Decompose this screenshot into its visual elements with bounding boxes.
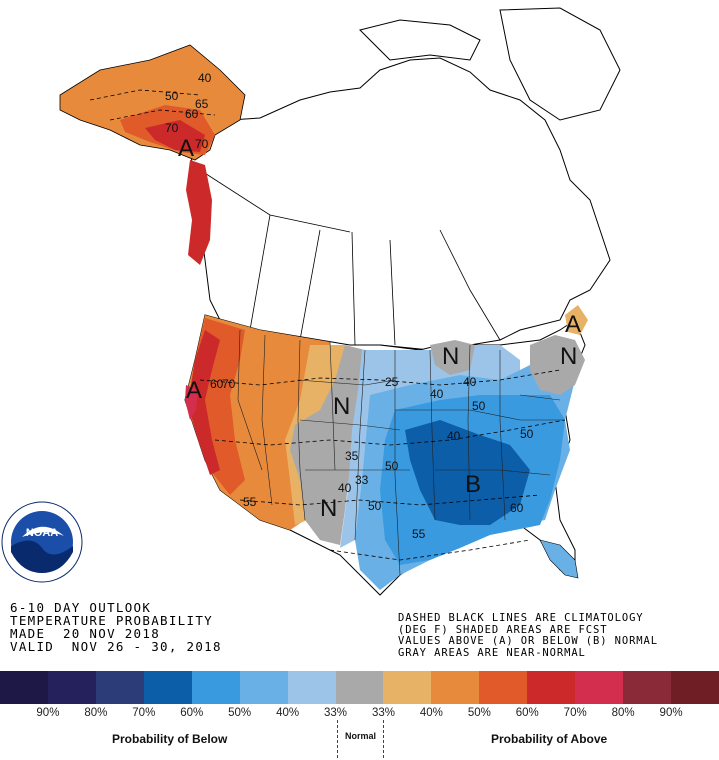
- title-line: MADE 20 NOV 2018: [10, 626, 161, 641]
- outlook-map: 40 50 65 60 70 70 60 70 55 25 40 50 40 3…: [1, 7, 621, 596]
- normal-label: N: [333, 393, 350, 420]
- legend-swatch: [671, 671, 719, 704]
- legend-swatch: [143, 671, 193, 704]
- legend-percent-label: 80%: [84, 707, 108, 719]
- contour-label: 33: [355, 473, 369, 487]
- legend-swatch: [47, 671, 97, 704]
- legend-percent-label: 90%: [36, 707, 60, 719]
- legend-percent-label: 50%: [467, 707, 491, 719]
- legend-swatch: [287, 671, 337, 704]
- legend-percent-label: 60%: [180, 707, 204, 719]
- climatology-contours: [89, 89, 566, 561]
- legend-swatch: [575, 671, 625, 704]
- legend-notes: DASHED BLACK LINES ARE CLIMATOLOGY (DEG …: [398, 612, 658, 659]
- legend-percent-label: 33%: [371, 707, 395, 719]
- title-line: 6-10 DAY OUTLOOK: [10, 600, 152, 615]
- noaa-logo: NOAA: [1, 501, 83, 583]
- west-above-80: [185, 385, 198, 420]
- contour-label: 40: [447, 429, 461, 443]
- above-caption: Probability of Above: [491, 732, 608, 746]
- contour-label: 70: [222, 377, 236, 391]
- contour-label: 55: [243, 495, 257, 509]
- conus-base: [184, 305, 588, 596]
- normal-divider-right: [383, 720, 384, 758]
- above-label: A: [186, 377, 202, 404]
- contour-label: 40: [198, 71, 212, 85]
- state-borders: [237, 329, 565, 576]
- note-line: DASHED BLACK LINES ARE CLIMATOLOGY: [398, 612, 644, 624]
- normal-label: N: [560, 343, 577, 370]
- legend-percent-label: 40%: [276, 707, 300, 719]
- legend-swatch: [527, 671, 577, 704]
- contour-label: 50: [520, 427, 534, 441]
- central-near-normal: [290, 345, 365, 545]
- probability-legend: 90% 80% 70% 60% 50% 40% 33% 33% 40% 50% 60% 70% 80% 9…: [0, 671, 719, 731]
- region-labels: A A A N N N N B: [178, 135, 581, 522]
- legend-swatch: [623, 671, 673, 704]
- northeast-near-normal: [530, 335, 585, 395]
- contour-label: 40: [338, 481, 352, 495]
- legend-percent-label: 40%: [419, 707, 443, 719]
- florida: [539, 539, 579, 579]
- normal-divider-left: [337, 720, 338, 758]
- contour-labels: 40 50 65 60 70 70 60 70 55 25 40 50 40 3…: [165, 71, 534, 541]
- contour-label: 65: [195, 97, 209, 111]
- title-line: TEMPERATURE PROBABILITY: [10, 613, 213, 628]
- legend-percent-label: 60%: [515, 707, 539, 719]
- contour-label: 50: [472, 399, 486, 413]
- legend-percent-label: 80%: [611, 707, 635, 719]
- normal-label: N: [442, 343, 459, 370]
- great-lakes-near-normal: [430, 340, 475, 375]
- alaska-region: [59, 44, 246, 265]
- province-borders: [199, 169, 501, 346]
- legend-percent-label: 70%: [563, 707, 587, 719]
- legend-swatch: [431, 671, 481, 704]
- legend-swatch: [335, 671, 385, 704]
- contour-label: 40: [463, 375, 477, 389]
- normal-label: N: [320, 495, 337, 522]
- outlook-title-block: 6-10 DAY OUTLOOK TEMPERATURE PROBABILITY…: [10, 601, 222, 653]
- legend-swatch: [0, 671, 49, 704]
- contour-label: 60: [210, 377, 224, 391]
- title-line: VALID NOV 26 - 30, 2018: [10, 639, 222, 654]
- legend-percent-label: 50%: [228, 707, 252, 719]
- below-label: B: [465, 471, 481, 498]
- northeast-above-40: [565, 305, 588, 335]
- legend-percent-label: 33%: [324, 707, 348, 719]
- legend-percent-label: 70%: [132, 707, 156, 719]
- contour-label: 50: [165, 89, 179, 103]
- alaska-panhandle: [186, 160, 212, 265]
- contour-label: 70: [195, 137, 209, 151]
- note-line: GRAY AREAS ARE NEAR-NORMAL: [398, 646, 586, 659]
- canada-landmass: [189, 7, 621, 351]
- above-label: A: [178, 135, 194, 162]
- contour-label: 50: [385, 459, 399, 473]
- alaska-above-70: [145, 120, 205, 152]
- legend-swatch: [191, 671, 241, 704]
- contour-label: 70: [165, 121, 179, 135]
- west-above-70: [188, 330, 220, 475]
- note-line: VALUES ABOVE (A) OR BELOW (B) NORMAL: [398, 635, 658, 647]
- note-line: (DEG F) SHADED AREAS ARE FCST: [398, 623, 608, 636]
- legend-swatch: [95, 671, 145, 704]
- normal-caption: Normal: [345, 731, 377, 741]
- contour-label: 60: [510, 501, 524, 515]
- contour-label: 35: [345, 449, 359, 463]
- legend-swatch: [479, 671, 529, 704]
- noaa-logo-text: NOAA: [26, 527, 58, 539]
- legend-swatch: [383, 671, 433, 704]
- contour-label: 40: [430, 387, 444, 401]
- below-caption: Probability of Below: [112, 732, 228, 746]
- above-label: A: [565, 311, 581, 338]
- contour-label: 60: [185, 107, 199, 121]
- legend-percent-label: 90%: [659, 707, 683, 719]
- contour-label: 55: [412, 527, 426, 541]
- contour-label: 25: [385, 375, 399, 389]
- legend-swatch: [239, 671, 289, 704]
- contour-label: 50: [368, 499, 382, 513]
